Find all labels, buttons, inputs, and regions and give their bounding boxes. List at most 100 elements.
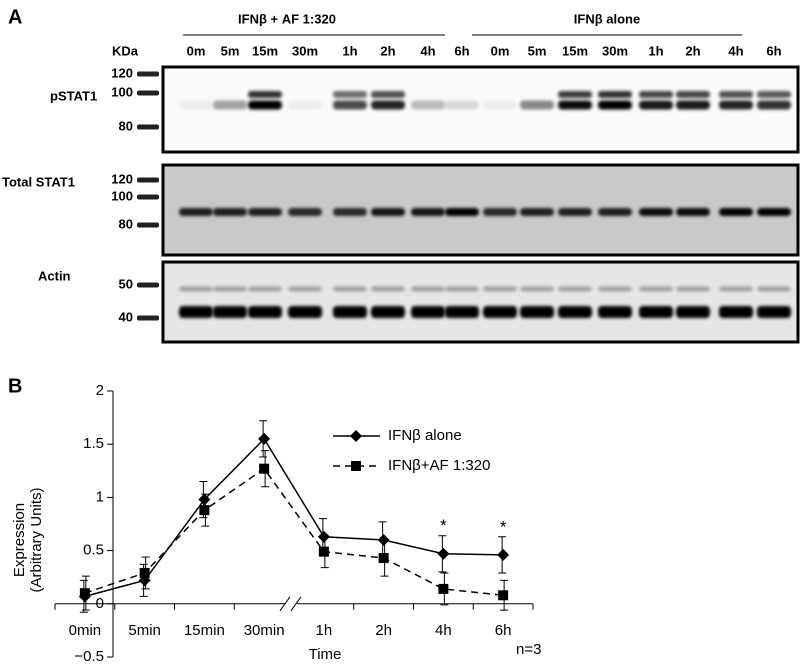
blot-band [445, 306, 479, 318]
blot-band [639, 306, 673, 318]
blot-band [639, 208, 673, 216]
blot-band [598, 306, 632, 318]
marker-label: 120 [111, 171, 133, 186]
blot-band [288, 100, 322, 110]
blot-band [757, 208, 791, 216]
x-tick-label: 6h [495, 622, 512, 639]
blot-band [719, 91, 753, 98]
blot-band [371, 91, 405, 98]
blot-band [639, 286, 673, 292]
x-tick-label: 30min [244, 622, 285, 639]
marker-label: 40 [119, 309, 133, 324]
blot-band [371, 100, 405, 110]
blot-band [558, 100, 592, 110]
point [198, 493, 211, 506]
ladder-band [137, 71, 159, 77]
lane-label: 4h [420, 43, 435, 58]
lane-label: 0m [491, 43, 510, 58]
legend-label: IFNβ+AF 1:320 [388, 457, 490, 474]
blot-band [558, 91, 592, 98]
blot-background [161, 260, 800, 344]
ladder-band [137, 222, 159, 228]
ladder-band [137, 315, 159, 321]
point [199, 505, 210, 516]
blot-band [558, 306, 592, 318]
series-line [84, 437, 504, 598]
blot-band [757, 306, 791, 318]
significance-mark: * [440, 516, 447, 535]
point [258, 432, 271, 445]
y-tick-label: −0.5 [74, 648, 104, 665]
blot-band [676, 208, 710, 216]
blot-band [445, 286, 479, 292]
blot-band [719, 208, 753, 216]
y-tick-label: 0.5 [83, 542, 104, 559]
significance-mark: * [500, 517, 507, 536]
group-label: IFNβ alone [574, 11, 640, 26]
blot-band [520, 100, 554, 110]
blot-band [213, 306, 247, 318]
lane-label: 5m [221, 43, 240, 58]
point [438, 583, 449, 594]
point [79, 588, 90, 599]
note: n=3 [516, 641, 541, 658]
blot-band [520, 306, 554, 318]
point [497, 548, 510, 561]
lane-label: 15m [252, 43, 278, 58]
lane-label: 2h [685, 43, 700, 58]
blot-band [411, 306, 445, 318]
y-tick-label: 0 [96, 595, 104, 612]
blot-band [371, 208, 405, 216]
blot-band [757, 286, 791, 292]
axis-break [279, 596, 291, 612]
blot-band [483, 286, 517, 292]
x-tick-label: 5min [128, 622, 161, 639]
blot-band [371, 306, 405, 318]
blot-band [483, 306, 517, 318]
blot-band [288, 306, 322, 318]
lane-label: 5m [528, 43, 547, 58]
blot-band [288, 208, 322, 216]
blot-band [445, 100, 479, 110]
point [318, 546, 329, 557]
marker-label: 80 [119, 118, 133, 133]
blot-band [719, 286, 753, 292]
y-tick-label: 1 [96, 488, 104, 505]
lane-label: 30m [292, 43, 318, 58]
marker-label: 100 [111, 188, 133, 203]
point [259, 463, 270, 474]
blot-band [179, 100, 213, 110]
blot-band [598, 286, 632, 292]
blot-band [333, 100, 367, 110]
blot-band [288, 286, 322, 292]
blot-band [676, 306, 710, 318]
blot-label: pSTAT1 [50, 88, 97, 103]
blot-band [719, 306, 753, 318]
panel-label: B [8, 375, 22, 397]
ladder-band [137, 90, 159, 96]
blot-band [213, 208, 247, 216]
blot-band [248, 100, 282, 110]
blot-band [445, 208, 479, 216]
legend-marker [351, 461, 361, 471]
legend-label: IFNβ alone [388, 427, 462, 444]
x-tick-label: 0min [69, 622, 102, 639]
axis-break-gap [285, 597, 297, 610]
blot-band [719, 100, 753, 110]
blot-band [598, 100, 632, 110]
y-tick-label: 1.5 [83, 435, 104, 452]
blot-band [639, 100, 673, 110]
lane-label: 2h [380, 43, 395, 58]
lane-label: 4h [728, 43, 743, 58]
point [498, 590, 509, 601]
blot-band [483, 208, 517, 216]
blot-band [371, 286, 405, 292]
blot-label: Total STAT1 [2, 174, 75, 189]
x-axis-title: Time [309, 646, 342, 663]
ladder-band [137, 124, 159, 130]
lane-label: 15m [562, 43, 588, 58]
panel-label: A [8, 6, 22, 28]
blot-band [676, 286, 710, 292]
blot-band [248, 286, 282, 292]
blot-band [333, 286, 367, 292]
